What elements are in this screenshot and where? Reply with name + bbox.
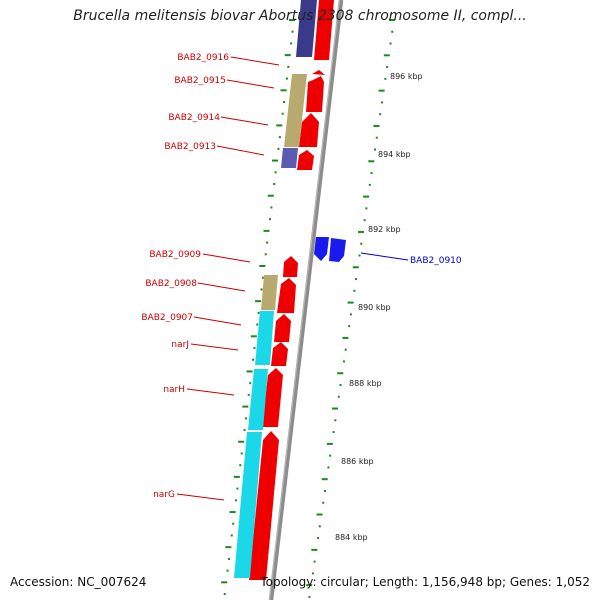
- gene-label[interactable]: narH: [163, 385, 185, 395]
- cds-feature: [299, 113, 319, 147]
- scale-label: 888 kbp: [349, 379, 382, 388]
- gene-label[interactable]: BAB2_0914: [168, 113, 220, 123]
- cds-feature: [314, 0, 334, 60]
- scale-label: 886 kbp: [341, 457, 374, 466]
- tick-marks: [221, 19, 395, 598]
- cds-feature: [297, 150, 314, 170]
- backbone: [268, 0, 344, 600]
- gene-label[interactable]: narG: [153, 490, 175, 500]
- cog-block: [248, 369, 268, 430]
- gene-label[interactable]: narJ: [171, 340, 189, 350]
- reverse-strand-features: [314, 237, 346, 262]
- gene-label[interactable]: BAB2_0915: [174, 76, 226, 86]
- cog-block: [296, 0, 317, 57]
- cds-feature: [249, 431, 279, 580]
- cds-feature: [312, 70, 325, 75]
- cog-block: [255, 311, 274, 365]
- cog-block: [281, 148, 298, 168]
- gene-label[interactable]: BAB2_0908: [145, 279, 197, 289]
- cds-feature: [271, 342, 288, 366]
- gene-label[interactable]: BAB2_0907: [141, 313, 193, 323]
- cds-feature: [306, 76, 324, 112]
- cds-feature: [314, 237, 329, 261]
- gene-label[interactable]: BAB2_0910: [410, 256, 462, 266]
- cds-feature: [329, 238, 346, 262]
- cog-block: [234, 432, 262, 578]
- topology-stats-text: Topology: circular; Length: 1,156,948 bp…: [260, 575, 590, 589]
- gene-label[interactable]: BAB2_0909: [149, 250, 201, 260]
- scale-label: 884 kbp: [335, 533, 368, 542]
- scale-label: 890 kbp: [358, 303, 391, 312]
- cds-feature: [262, 368, 283, 427]
- accession-text: Accession: NC_007624: [10, 575, 147, 589]
- cds-feature: [277, 278, 296, 313]
- forward-strand-features: [249, 0, 334, 580]
- gene-label[interactable]: BAB2_0913: [164, 142, 216, 152]
- gene-labels: BAB2_0916 BAB2_0915 BAB2_0914 BAB2_0913 …: [141, 53, 462, 500]
- scale-label: 892 kbp: [368, 225, 401, 234]
- cog-category-features: [234, 0, 317, 578]
- map-title: Brucella melitensis biovar Abortus 2308 …: [73, 8, 527, 24]
- gene-label-lines: [176, 56, 409, 501]
- cds-feature: [283, 256, 298, 277]
- scale-label: 896 kbp: [390, 72, 423, 81]
- scale-labels: 896 kbp 894 kbp 892 kbp 890 kbp 888 kbp …: [335, 72, 423, 542]
- scale-label: 894 kbp: [378, 150, 411, 159]
- cog-block: [261, 275, 278, 310]
- gene-label[interactable]: BAB2_0916: [177, 53, 229, 63]
- cog-block: [284, 74, 307, 147]
- cds-feature: [274, 314, 291, 342]
